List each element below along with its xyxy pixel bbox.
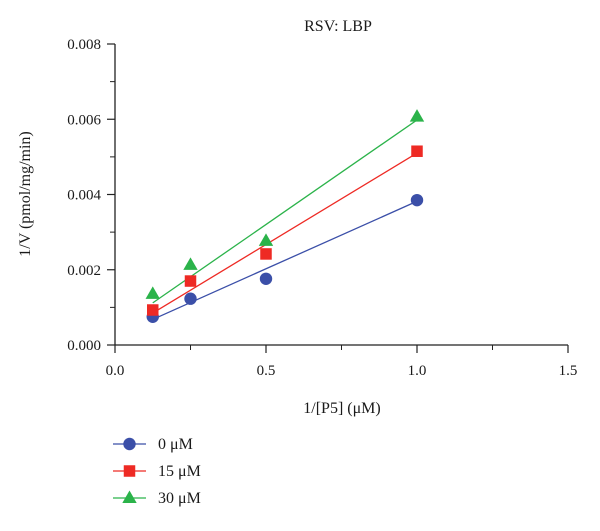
- y-tick-label: 0.004: [67, 188, 101, 204]
- data-point: [409, 109, 425, 122]
- data-point: [411, 145, 423, 157]
- x-tick-label: 1.5: [559, 363, 578, 379]
- data-point: [183, 257, 198, 270]
- y-tick-label: 0.002: [67, 263, 101, 279]
- y-tick-label: 0.000: [67, 338, 101, 354]
- x-axis-ticks: 0.0 0.5 1.0 1.5: [106, 345, 578, 379]
- data-point: [258, 233, 274, 246]
- data-point: [260, 248, 272, 260]
- series-fit-line: [152, 200, 418, 321]
- legend-marker: [123, 437, 136, 451]
- plot-area: [145, 109, 425, 323]
- data-point: [410, 193, 424, 207]
- data-point: [147, 304, 159, 316]
- data-point: [259, 272, 273, 285]
- data-point: [184, 292, 197, 305]
- x-axis-title: 1/[P5] (μM): [303, 400, 380, 417]
- x-tick-label: 0.0: [106, 363, 125, 379]
- legend-label: 30 μM: [158, 490, 201, 507]
- data-point: [184, 275, 197, 287]
- legend-item: 30 μM: [113, 490, 201, 507]
- legend-item: 15 μM: [113, 463, 201, 480]
- legend: 0 μM 15 μM 30 μM: [113, 436, 201, 507]
- x-tick-label: 0.5: [257, 363, 276, 379]
- legend-marker: [123, 465, 136, 477]
- axes: [114, 44, 568, 346]
- x-tick-label: 1.0: [408, 363, 427, 379]
- y-axis-ticks: 0.000 0.002 0.004 0.006 0.008: [67, 37, 115, 354]
- y-axis-title: 1/V (pmol/mg/min): [17, 131, 34, 256]
- legend-label: 0 μM: [158, 436, 193, 453]
- series-fit-line: [152, 119, 418, 304]
- chart-title: RSV: LBP: [304, 18, 372, 35]
- data-point: [145, 286, 160, 299]
- y-tick-label: 0.006: [67, 112, 101, 128]
- series-fit-line: [152, 152, 418, 314]
- legend-item: 0 μM: [113, 436, 193, 453]
- legend-label: 15 μM: [158, 463, 201, 480]
- legend-marker: [122, 490, 137, 504]
- y-tick-label: 0.008: [67, 37, 101, 53]
